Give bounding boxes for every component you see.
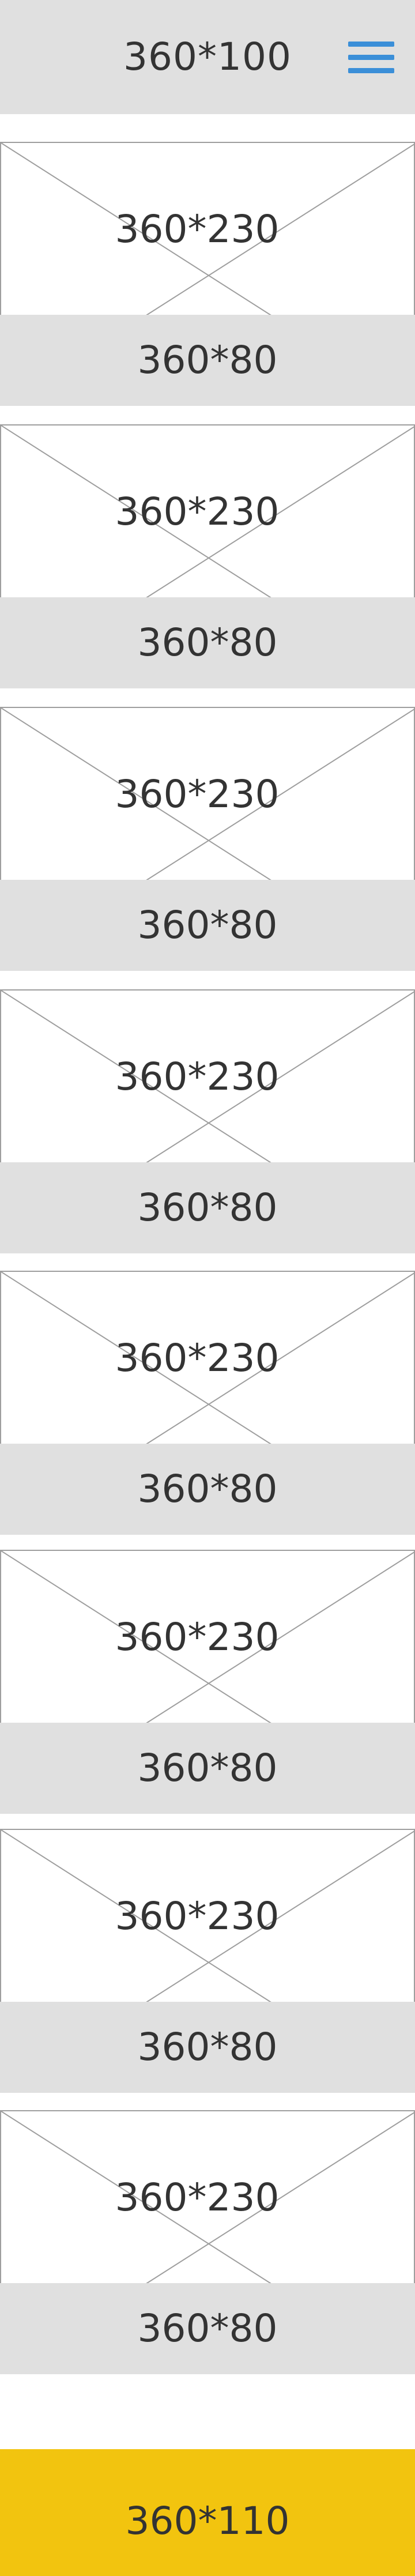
image-placeholder: 360*230: [0, 1829, 415, 2002]
placeholder-cross-icon: [1, 1830, 414, 2002]
image-size-label: 360*230: [115, 207, 280, 251]
menu-bar-bottom: [348, 68, 394, 73]
card-item[interactable]: 360*230 360*80: [0, 142, 415, 406]
image-size-label: 360*230: [115, 2175, 280, 2220]
image-placeholder: 360*230: [0, 1271, 415, 1444]
card-caption: 360*80: [0, 2283, 415, 2374]
image-placeholder: 360*230: [0, 1550, 415, 1723]
image-placeholder: 360*230: [0, 142, 415, 315]
card-item[interactable]: 360*230 360*80: [0, 1829, 415, 2093]
placeholder-cross-icon: [1, 708, 414, 880]
menu-bar-top: [348, 42, 394, 47]
card-caption: 360*80: [0, 597, 415, 688]
card-item[interactable]: 360*230 360*80: [0, 2110, 415, 2374]
card-item[interactable]: 360*230 360*80: [0, 424, 415, 688]
placeholder-cross-icon: [1, 1272, 414, 1444]
placeholder-cross-icon: [1, 991, 414, 1162]
header-bar: 360*100: [0, 0, 415, 114]
card-caption: 360*80: [0, 315, 415, 406]
card-caption: 360*80: [0, 2002, 415, 2093]
image-size-label: 360*230: [115, 1054, 280, 1099]
hamburger-menu-icon[interactable]: [348, 42, 394, 74]
image-size-label: 360*230: [115, 1615, 280, 1659]
image-placeholder: 360*230: [0, 989, 415, 1162]
card-caption: 360*80: [0, 880, 415, 971]
menu-bar-middle: [348, 55, 394, 60]
image-size-label: 360*230: [115, 489, 280, 534]
placeholder-cross-icon: [1, 2111, 414, 2283]
footer-bar: 360*110: [0, 2449, 415, 2576]
image-size-label: 360*230: [115, 772, 280, 816]
placeholder-cross-icon: [1, 143, 414, 315]
image-placeholder: 360*230: [0, 2110, 415, 2283]
card-caption: 360*80: [0, 1723, 415, 1814]
card-item[interactable]: 360*230 360*80: [0, 1550, 415, 1814]
card-caption: 360*80: [0, 1162, 415, 1253]
card-item[interactable]: 360*230 360*80: [0, 707, 415, 971]
placeholder-cross-icon: [1, 1551, 414, 1723]
placeholder-cross-icon: [1, 425, 414, 597]
card-item[interactable]: 360*230 360*80: [0, 1271, 415, 1535]
header-title: 360*100: [123, 35, 292, 79]
image-size-label: 360*230: [115, 1894, 280, 1938]
footer-label: 360*110: [125, 2499, 290, 2543]
card-item[interactable]: 360*230 360*80: [0, 989, 415, 1253]
image-size-label: 360*230: [115, 1336, 280, 1380]
image-placeholder: 360*230: [0, 707, 415, 880]
image-placeholder: 360*230: [0, 424, 415, 597]
card-caption: 360*80: [0, 1444, 415, 1535]
